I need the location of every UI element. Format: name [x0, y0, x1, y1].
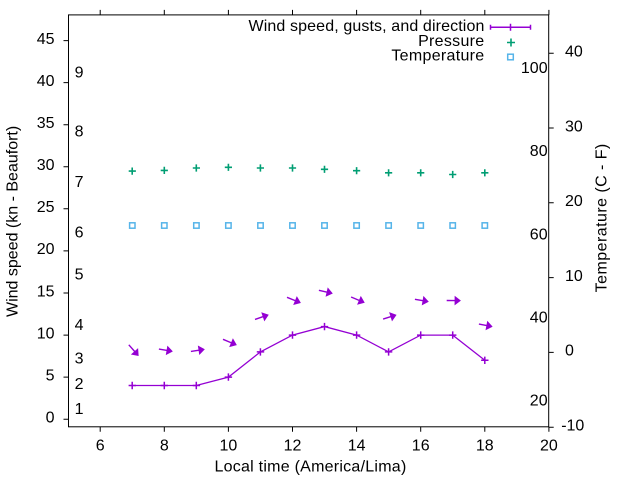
- svg-text:Temperature (C - F): Temperature (C - F): [594, 143, 611, 292]
- svg-text:15: 15: [37, 283, 55, 300]
- svg-text:10: 10: [220, 438, 238, 455]
- svg-text:45: 45: [37, 31, 55, 48]
- svg-text:-10: -10: [561, 418, 584, 435]
- svg-text:Local time (America/Lima): Local time (America/Lima): [214, 459, 406, 476]
- svg-text:5: 5: [75, 267, 84, 284]
- svg-text:80: 80: [530, 143, 548, 160]
- svg-text:18: 18: [476, 438, 494, 455]
- svg-text:20: 20: [565, 193, 583, 210]
- svg-text:20: 20: [540, 438, 558, 455]
- svg-text:2: 2: [75, 376, 84, 393]
- svg-text:20: 20: [530, 393, 548, 410]
- svg-text:35: 35: [37, 115, 55, 132]
- svg-text:Temperature: Temperature: [391, 48, 484, 65]
- svg-text:Pressure: Pressure: [418, 33, 484, 50]
- svg-text:40: 40: [530, 309, 548, 326]
- svg-text:40: 40: [565, 44, 583, 61]
- svg-text:Wind speed, gusts, and directi: Wind speed, gusts, and direction: [249, 18, 485, 35]
- svg-text:30: 30: [37, 157, 55, 174]
- svg-text:12: 12: [284, 438, 302, 455]
- svg-text:6: 6: [75, 224, 84, 241]
- svg-text:4: 4: [75, 317, 84, 334]
- svg-text:6: 6: [96, 438, 105, 455]
- svg-text:60: 60: [530, 226, 548, 243]
- svg-text:40: 40: [37, 73, 55, 90]
- svg-text:1: 1: [75, 401, 84, 418]
- svg-text:30: 30: [565, 118, 583, 135]
- svg-text:5: 5: [46, 367, 55, 384]
- svg-text:3: 3: [75, 351, 84, 368]
- svg-text:0: 0: [565, 343, 574, 360]
- svg-text:25: 25: [37, 199, 55, 216]
- svg-text:16: 16: [412, 438, 430, 455]
- svg-text:7: 7: [75, 174, 84, 191]
- svg-text:10: 10: [37, 325, 55, 342]
- svg-text:14: 14: [348, 438, 366, 455]
- svg-text:8: 8: [160, 438, 169, 455]
- svg-text:100: 100: [521, 60, 548, 77]
- svg-text:Wind speed (kn - Beaufort): Wind speed (kn - Beaufort): [5, 126, 22, 317]
- svg-text:10: 10: [565, 268, 583, 285]
- svg-text:8: 8: [75, 124, 84, 141]
- svg-text:20: 20: [37, 241, 55, 258]
- svg-text:0: 0: [46, 410, 55, 427]
- svg-text:9: 9: [75, 65, 84, 82]
